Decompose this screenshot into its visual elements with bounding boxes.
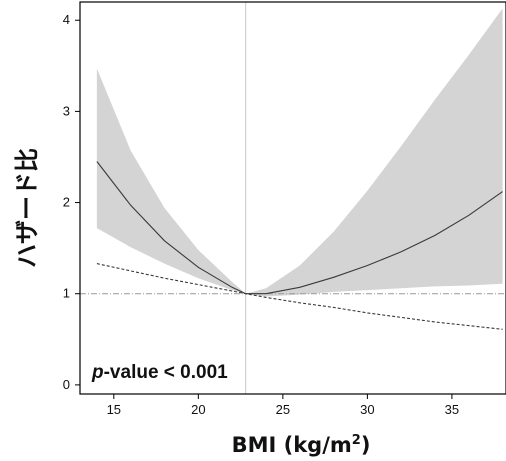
- reference-lines-layer: [80, 2, 506, 394]
- x-axis-title-main: BMI (kg/m: [232, 433, 352, 457]
- y-tick-label: 3: [63, 103, 70, 118]
- p-value-annotation: p-value < 0.001: [91, 362, 228, 383]
- series-line-dashed: [96, 263, 503, 330]
- confidence-band-layer: [96, 8, 503, 297]
- plot-frame: [79, 1, 506, 395]
- plot-area: 15 20 25 30 35 0 1 2 3 4: [63, 1, 506, 417]
- x-axis-title-superscript: 2: [352, 433, 361, 448]
- x-tick-label: 15: [107, 402, 121, 417]
- p-value-italic: p: [91, 362, 104, 383]
- x-tick-label: 25: [276, 402, 290, 417]
- x-axis-title-tail: ): [361, 433, 371, 457]
- y-tick-label: 1: [63, 286, 70, 301]
- x-tick-label: 20: [191, 402, 205, 417]
- p-value-rest: -value < 0.001: [104, 362, 229, 383]
- series-layer: [96, 161, 503, 330]
- y-axis-title: ハザード比: [13, 148, 41, 268]
- tick-layer: 15 20 25 30 35 0 1 2 3 4: [63, 12, 459, 417]
- y-tick-label: 4: [63, 12, 70, 27]
- confidence-band: [96, 8, 503, 297]
- x-axis-title: BMI (kg/m2): [232, 433, 371, 457]
- y-tick-label: 2: [63, 195, 70, 210]
- y-tick-label: 0: [63, 377, 70, 392]
- x-tick-label: 30: [360, 402, 374, 417]
- x-tick-label: 35: [445, 402, 459, 417]
- series-line-solid: [96, 161, 503, 295]
